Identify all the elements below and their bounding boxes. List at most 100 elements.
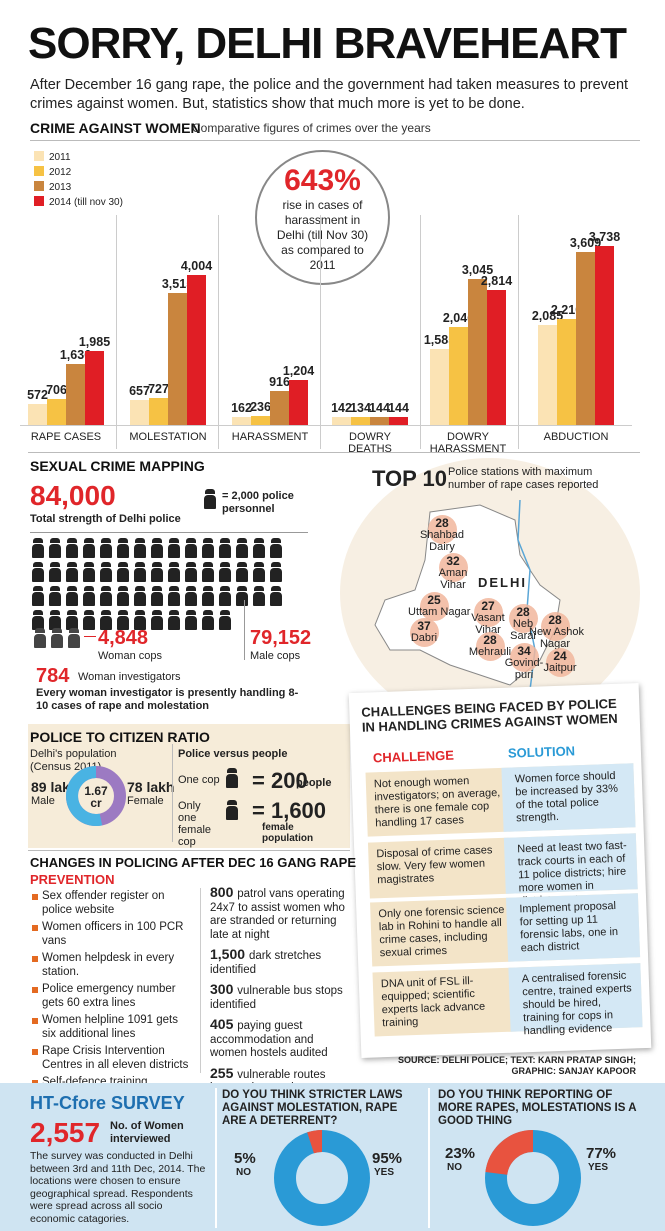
- survey-description: The survey was conducted in Delhi betwee…: [30, 1150, 206, 1225]
- q1-donut: [274, 1130, 370, 1226]
- crime-heading: CRIME AGAINST WOMEN: [30, 120, 201, 136]
- cop-row: [28, 586, 318, 610]
- cop-icon: [252, 586, 266, 606]
- legend-label: 2012: [49, 167, 72, 178]
- bar: [468, 279, 487, 425]
- cop-head: [135, 538, 145, 543]
- station-name: Jaitpur: [543, 662, 577, 674]
- cop-body: [168, 616, 180, 630]
- station-label: 28 Shahbad Dairy: [416, 517, 468, 553]
- data-label: 2,814: [480, 274, 513, 289]
- cop-head: [169, 586, 179, 591]
- q1-no-value: 5%: [234, 1150, 256, 1167]
- cop-body: [66, 616, 78, 630]
- cop-head: [152, 538, 162, 543]
- cop-head: [220, 538, 230, 543]
- bar: [251, 416, 270, 425]
- cop-icon: [269, 586, 283, 606]
- women-cops-label: Woman cops: [98, 650, 162, 662]
- station-label: 24 Jaitpur: [534, 650, 586, 674]
- cop-icon: [65, 586, 79, 606]
- cop-body: [32, 616, 44, 630]
- station-marker: [546, 648, 575, 677]
- cop-head: [203, 586, 213, 591]
- cop-icon: [99, 586, 113, 606]
- donut-center: 1.67 cr: [84, 784, 108, 810]
- map-label: DELHI: [478, 575, 527, 590]
- cop-head: [118, 538, 128, 543]
- challenge-text: Disposal of crime cases slow. Very few w…: [376, 844, 493, 887]
- cop-body: [49, 544, 61, 558]
- cop-head: [254, 586, 264, 591]
- top10-sub: Police stations with maximum number of r…: [448, 466, 599, 491]
- legend-label: 2013: [49, 182, 72, 193]
- q2-yes-value: 77%: [586, 1145, 617, 1162]
- cop-body: [202, 568, 214, 582]
- data-label: 657: [129, 384, 150, 399]
- policing-stat: 405 paying guest accommodation and women…: [210, 1017, 350, 1061]
- station-name: Vihar: [440, 579, 466, 591]
- stat-number: 800: [210, 884, 238, 900]
- cop-icon: [48, 562, 62, 582]
- policing-stat: 800 patrol vans operating 24x7 to assist…: [210, 884, 350, 942]
- cop-body: [49, 568, 61, 582]
- data-label: 236: [250, 400, 271, 415]
- q2-no-label: NO: [447, 1162, 462, 1173]
- bar: [168, 293, 187, 425]
- cop-body: [117, 616, 129, 630]
- panel-divider: [116, 215, 117, 449]
- cop-body: [49, 616, 61, 630]
- male-label: Male: [31, 795, 55, 807]
- page-title: SORRY, DELHI BRAVEHEART: [28, 19, 627, 68]
- cop-icon: [222, 768, 239, 797]
- legend-swatch: [34, 151, 44, 161]
- stat-text: vulnerable bus stops identified: [210, 985, 343, 1011]
- divider: [215, 1088, 217, 1228]
- cop-icon: [218, 562, 232, 582]
- cop-icon: [150, 610, 164, 630]
- cop-icon: [116, 586, 130, 606]
- changes-heading: CHANGES IN POLICING AFTER DEC 16 GANG RA…: [30, 855, 356, 870]
- station-marker: [476, 632, 505, 661]
- cop-icon: [31, 610, 45, 630]
- axis-label-line: ABDUCTION: [543, 431, 609, 443]
- bar: [389, 417, 408, 425]
- top10-heading: TOP 10: [372, 466, 448, 491]
- station-count: 28: [483, 633, 497, 647]
- cop-body: [117, 544, 129, 558]
- axis-label-line: MOLESTATION: [129, 431, 207, 443]
- cop-icon: [235, 538, 249, 558]
- cop-body: [83, 592, 95, 606]
- data-label: 916: [269, 374, 290, 389]
- cop-head: [220, 586, 230, 591]
- one-cop-value: = 200: [252, 768, 308, 793]
- cop-icon: [218, 586, 232, 606]
- stat-number: 300: [210, 981, 238, 997]
- legend-label: 2014 (till nov 30): [49, 197, 123, 208]
- cop-body: [168, 568, 180, 582]
- data-label: 2,210: [550, 303, 583, 318]
- station-name: Nagar: [540, 638, 570, 650]
- bar: [232, 417, 251, 425]
- cop-body: [270, 592, 282, 606]
- cop-head: [118, 562, 128, 567]
- cop-icon: [99, 538, 113, 558]
- crime-bar-chart: 572 706 1,636 1,985 RAPE CASES 657 727 3,515 4,0…: [20, 145, 645, 455]
- stat-number: 255: [210, 1064, 238, 1081]
- cop-head: [135, 562, 145, 567]
- prevention-heading: PREVENTION: [30, 872, 115, 887]
- cop-icon: [184, 586, 198, 606]
- cop-body: [270, 568, 282, 582]
- station-count: 28: [548, 613, 562, 627]
- legend-item: 2011: [34, 150, 123, 165]
- data-label: 3,609: [569, 235, 602, 250]
- cop-body: [202, 544, 214, 558]
- station-marker: [509, 604, 538, 633]
- station-marker: [541, 612, 570, 641]
- bar: [332, 417, 351, 425]
- cop-head: [118, 586, 128, 591]
- data-label: 142: [331, 401, 352, 415]
- harassment-callout: 643% rise in cases of harassment in Delh…: [255, 150, 390, 285]
- q2-no-value: 23%: [445, 1145, 476, 1162]
- challenge-col-header: CHALLENGE: [372, 747, 455, 766]
